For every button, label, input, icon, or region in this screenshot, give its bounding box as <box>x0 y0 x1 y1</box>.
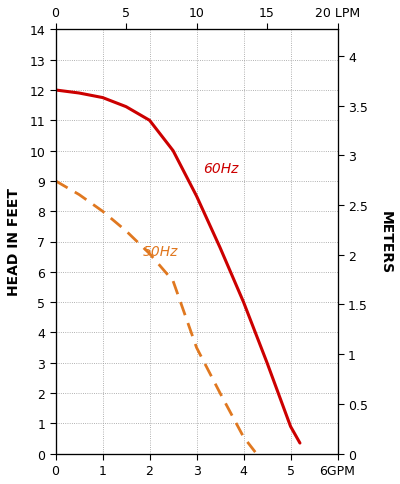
Text: 50Hz: 50Hz <box>142 244 178 258</box>
Y-axis label: HEAD IN FEET: HEAD IN FEET <box>7 188 21 296</box>
Text: 60Hz: 60Hz <box>204 162 239 175</box>
Y-axis label: METERS: METERS <box>379 211 393 273</box>
